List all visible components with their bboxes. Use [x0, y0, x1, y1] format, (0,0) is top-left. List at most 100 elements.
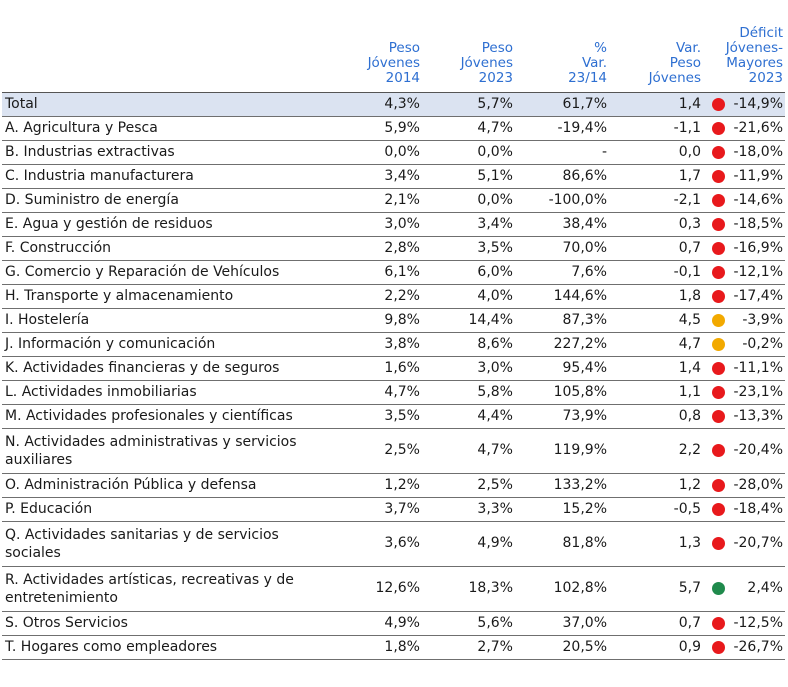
sector-name: C. Industria manufacturera	[2, 164, 331, 189]
deficit-cell: -11,1%	[703, 356, 785, 381]
peso-2023-value: 5,7%	[422, 92, 515, 117]
var-peso-value: 1,7	[609, 164, 703, 189]
var-value: 61,7%	[515, 92, 609, 117]
sector-name: O. Administración Pública y defensa	[2, 473, 331, 498]
status-dot-icon	[712, 265, 725, 279]
deficit-cell: -17,4%	[703, 284, 785, 309]
sector-name: F. Construcción	[2, 236, 331, 261]
status-dot-icon	[712, 97, 725, 111]
var-peso-value: 1,4	[609, 92, 703, 117]
table-row: N. Actividades administrativas y servici…	[2, 428, 785, 474]
deficit-value: -14,6%	[733, 191, 783, 208]
peso-2014-value: 2,5%	[331, 428, 422, 474]
table-row: Q. Actividades sanitarias y de servicios…	[2, 521, 785, 567]
table-row: K. Actividades financieras y de seguros 1…	[2, 356, 785, 381]
var-value: 73,9%	[515, 404, 609, 429]
status-dot-icon	[712, 444, 725, 457]
deficit-value: -23,1%	[733, 383, 783, 400]
var-value: 37,0%	[515, 611, 609, 636]
table-body: Total 4,3% 5,7% 61,7% 1,4 -14,9% A. Agricultur…	[2, 92, 785, 660]
deficit-cell: -18,0%	[703, 140, 785, 165]
deficit-value: -28,0%	[733, 476, 783, 493]
total-row: Total 4,3% 5,7% 61,7% 1,4 -14,9%	[2, 92, 785, 117]
peso-2014-value: 1,8%	[331, 635, 422, 660]
peso-2014-value: 2,8%	[331, 236, 422, 261]
sector-name: A. Agricultura y Pesca	[2, 116, 331, 141]
var-value: 86,6%	[515, 164, 609, 189]
peso-2014-value: 0,0%	[331, 140, 422, 165]
table-row: L. Actividades inmobiliarias 4,7% 5,8% 105,…	[2, 380, 785, 405]
sector-name: S. Otros Servicios	[2, 611, 331, 636]
var-peso-value: 0,8	[609, 404, 703, 429]
peso-2023-value: 4,0%	[422, 284, 515, 309]
deficit-value: -17,4%	[733, 287, 783, 304]
deficit-cell: -20,7%	[703, 521, 785, 567]
status-dot-icon	[712, 337, 725, 351]
table-row: J. Información y comunicación 3,8% 8,6% 227…	[2, 332, 785, 357]
var-peso-value: 1,1	[609, 380, 703, 405]
var-value: 20,5%	[515, 635, 609, 660]
sector-name: K. Actividades financieras y de seguros	[2, 356, 331, 381]
deficit-cell: -18,5%	[703, 212, 785, 237]
peso-2023-value: 3,3%	[422, 497, 515, 522]
var-peso-value: 0,7	[609, 611, 703, 636]
peso-2014-value: 3,5%	[331, 404, 422, 429]
sector-name: R. Actividades artísticas, recreativas y…	[2, 566, 331, 612]
var-value: 38,4%	[515, 212, 609, 237]
sector-name: G. Comercio y Reparación de Vehículos	[2, 260, 331, 285]
table-row: A. Agricultura y Pesca 5,9% 4,7% -19,4% -1,1…	[2, 116, 785, 141]
sector-table: Peso Jóvenes 2014 Peso Jóvenes 2023 % Var. 23/…	[2, 0, 785, 660]
table-row: T. Hogares como empleadores 1,8% 2,7% 20,5%…	[2, 635, 785, 660]
status-dot-icon	[712, 121, 725, 135]
peso-2023-value: 14,4%	[422, 308, 515, 333]
var-value: 87,3%	[515, 308, 609, 333]
header-row: Peso Jóvenes 2014 Peso Jóvenes 2023 % Var. 23/…	[2, 0, 785, 93]
deficit-value: -18,0%	[733, 143, 783, 160]
status-dot-icon	[712, 361, 725, 375]
peso-2014-value: 4,7%	[331, 380, 422, 405]
status-dot-icon	[712, 537, 725, 550]
peso-2023-value: 8,6%	[422, 332, 515, 357]
status-dot-icon	[712, 169, 725, 183]
deficit-value: -18,5%	[733, 215, 783, 232]
table-row: D. Suministro de energía 2,1% 0,0% -100,0% -…	[2, 188, 785, 213]
peso-2014-value: 9,8%	[331, 308, 422, 333]
status-dot-icon	[712, 145, 725, 159]
sector-name: J. Información y comunicación	[2, 332, 331, 357]
status-dot-icon	[712, 616, 725, 630]
table-row: R. Actividades artísticas, recreativas y…	[2, 566, 785, 612]
table-row: S. Otros Servicios 4,9% 5,6% 37,0% 0,7 -12,5%	[2, 611, 785, 636]
var-value: 133,2%	[515, 473, 609, 498]
var-peso-value: 1,4	[609, 356, 703, 381]
peso-2014-value: 5,9%	[331, 116, 422, 141]
deficit-value: -13,3%	[733, 407, 783, 424]
deficit-cell: -0,2%	[703, 332, 785, 357]
var-peso-value: 0,7	[609, 236, 703, 261]
peso-2014-value: 2,1%	[331, 188, 422, 213]
var-value: 105,8%	[515, 380, 609, 405]
table-row: I. Hostelería 9,8% 14,4% 87,3% 4,5 -3,9%	[2, 308, 785, 333]
var-peso-value: 0,3	[609, 212, 703, 237]
header-sector	[2, 0, 331, 93]
deficit-value: -20,7%	[733, 535, 783, 551]
peso-2014-value: 3,7%	[331, 497, 422, 522]
var-peso-value: 0,0	[609, 140, 703, 165]
deficit-value: -18,4%	[733, 500, 783, 517]
status-dot-icon	[712, 313, 725, 327]
var-value: 81,8%	[515, 521, 609, 567]
peso-2014-value: 4,9%	[331, 611, 422, 636]
table-row: M. Actividades profesionales y científic…	[2, 404, 785, 429]
deficit-value: -11,1%	[733, 359, 783, 376]
table-row: C. Industria manufacturera 3,4% 5,1% 86,6% 1…	[2, 164, 785, 189]
status-dot-icon	[712, 241, 725, 255]
peso-2014-value: 3,4%	[331, 164, 422, 189]
var-peso-value: 4,7	[609, 332, 703, 357]
status-dot-icon	[712, 478, 725, 492]
deficit-value: -14,9%	[733, 95, 783, 112]
header-var-peso: Var. Peso Jóvenes	[609, 0, 703, 93]
var-value: -	[515, 140, 609, 165]
peso-2023-value: 2,5%	[422, 473, 515, 498]
peso-2023-value: 18,3%	[422, 566, 515, 612]
peso-2023-value: 4,7%	[422, 116, 515, 141]
deficit-cell: -23,1%	[703, 380, 785, 405]
